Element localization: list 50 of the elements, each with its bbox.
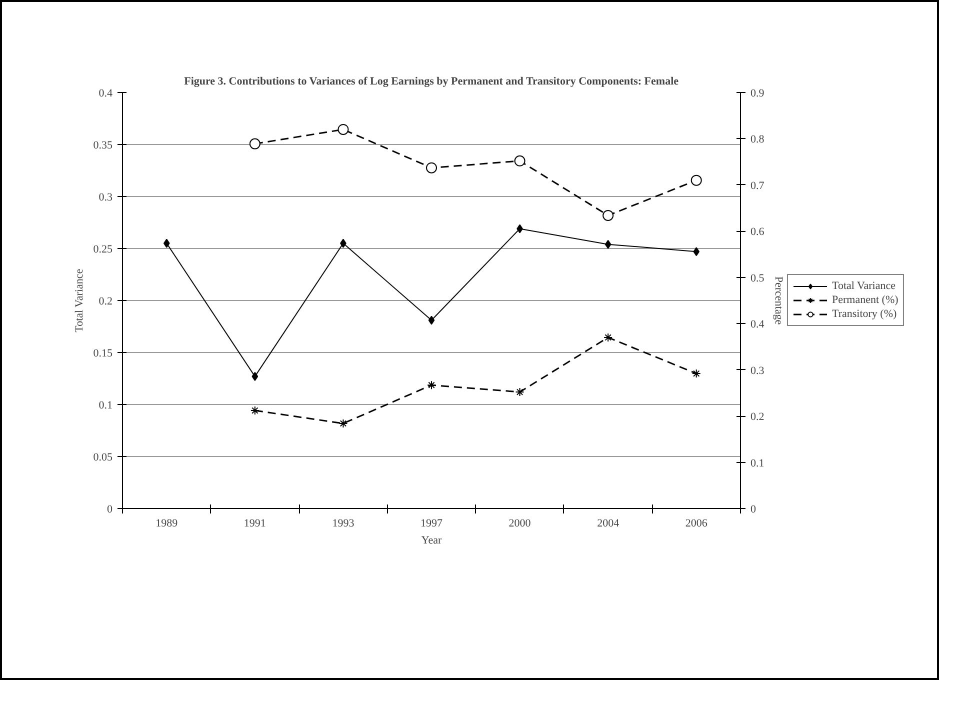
x-axis-title: Year (421, 534, 442, 546)
point (604, 240, 612, 249)
legend-label: Total Variance (832, 280, 896, 292)
y-tick-label: 0.4 (98, 88, 113, 100)
y2-tick-label: 0.4 (750, 318, 765, 331)
y2-tick-label: 0.1 (750, 457, 764, 470)
point (604, 332, 613, 342)
point (692, 369, 701, 378)
point (427, 380, 436, 390)
x-tick-label: 1993 (332, 518, 355, 530)
y-tick-label: 0.1 (98, 400, 112, 412)
chart-title: Figure 3. Contributions to Variances of Log Earnings by Permanent and Transitory Components: Female (184, 76, 679, 88)
x-tick-label: 1991 (244, 518, 266, 530)
x-tick-label: 2006 (685, 518, 708, 530)
legend-label: Permanent (%) (832, 294, 898, 306)
y2-tick-label: 0.2 (750, 411, 764, 424)
point (163, 238, 170, 248)
y2-tick-label: 0 (750, 504, 756, 516)
y-tick-label: 0.15 (93, 348, 113, 360)
y2-tick-label: 0.6 (750, 226, 765, 238)
y-tick-label: 0.3 (98, 192, 113, 204)
point (514, 155, 526, 166)
y2-tick-label: 0.5 (750, 272, 765, 284)
point (690, 174, 702, 186)
point (250, 406, 260, 416)
legend-label: Transitory (%) (832, 308, 897, 320)
point (602, 210, 614, 221)
point (693, 247, 700, 256)
point (515, 388, 524, 397)
x-tick-label: 1989 (156, 518, 178, 530)
y-tick-label: 0.05 (93, 452, 113, 464)
point (428, 316, 435, 325)
y-tick-label: 0.25 (93, 244, 113, 256)
point (249, 138, 260, 150)
y2-tick-label: 0.7 (750, 180, 765, 192)
y-tick-label: 0.35 (93, 140, 113, 152)
y-axis-title: Total Variance (73, 268, 86, 332)
y2-tick-label: 0.9 (750, 88, 765, 100)
x-tick-label: 1997 (420, 518, 443, 530)
point (426, 162, 437, 174)
y2-tick-label: 0.8 (750, 134, 765, 146)
x-tick-label: 2004 (597, 518, 620, 530)
point (252, 372, 258, 381)
y-tick-label: 0.2 (98, 296, 112, 308)
y2-axis-title: Percentage (772, 276, 784, 325)
point (338, 124, 349, 135)
point (338, 418, 348, 428)
y-tick-label: 0 (107, 504, 113, 516)
y2-tick-label: 0.3 (750, 364, 765, 377)
x-tick-label: 2000 (508, 518, 532, 530)
